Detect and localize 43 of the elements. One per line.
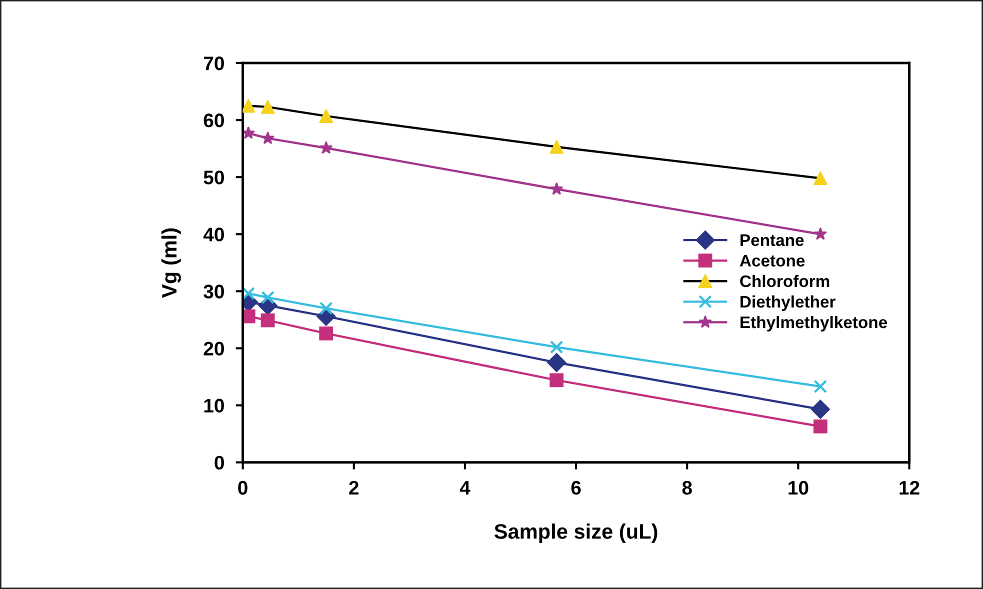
point [813, 419, 828, 434]
x-tick-label: 8 [682, 480, 692, 495]
y-axis-title: Vg (ml) [161, 228, 181, 298]
x-tick-label: 0 [238, 480, 248, 495]
y-tick-label: 70 [204, 56, 224, 70]
point [319, 141, 333, 154]
y-tick-label: 60 [204, 114, 224, 128]
point [242, 286, 256, 300]
point [810, 400, 830, 419]
x-tick-label: 12 [900, 480, 920, 495]
y-tick-label: 10 [204, 398, 224, 413]
x-tick-label: 4 [460, 481, 470, 495]
point [550, 182, 564, 195]
point [242, 126, 255, 139]
y-tick-label: 30 [204, 284, 224, 298]
x-tick-label: 2 [349, 480, 359, 495]
point [319, 109, 334, 123]
point [547, 352, 566, 372]
point [550, 340, 564, 354]
legend-label: Acetone [740, 254, 805, 267]
point [260, 100, 275, 114]
y-tick-label: 50 [204, 170, 224, 184]
point [814, 171, 828, 186]
point [550, 373, 564, 388]
point [242, 309, 256, 324]
point [261, 131, 274, 144]
y-tick-label: 0 [214, 456, 224, 470]
point [814, 227, 828, 240]
x-axis-title: Sample size (uL) [494, 524, 658, 543]
point [814, 380, 828, 394]
y-tick-label: 40 [203, 228, 224, 242]
legend-label: Ethylmethylketone [740, 316, 888, 332]
x-tick-label: 6 [571, 480, 581, 495]
x-tick-label: 10 [788, 480, 808, 495]
point [319, 302, 333, 315]
point [260, 313, 275, 328]
legend-label: Pentane [740, 234, 804, 246]
point [319, 326, 334, 340]
legend-label: Chloroform [740, 274, 830, 288]
point [242, 98, 256, 113]
point [550, 140, 564, 154]
legend-label: Diethylether [740, 295, 836, 311]
y-tick-label: 20 [204, 342, 224, 356]
